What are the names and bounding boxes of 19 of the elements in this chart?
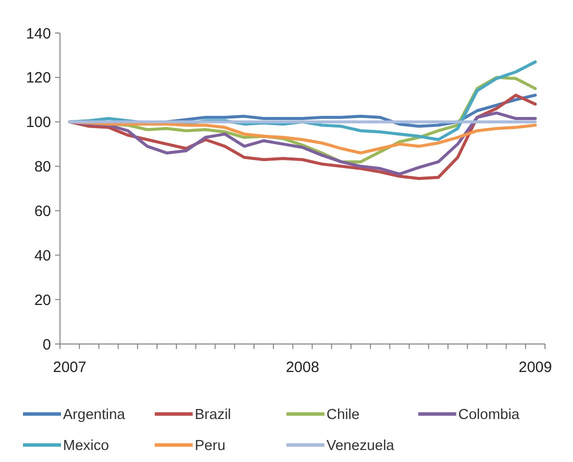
legend-label: Argentina: [63, 407, 126, 424]
legend-label: Peru: [194, 438, 226, 454]
y-tick-label: 140: [26, 25, 51, 42]
y-tick-label: 20: [34, 292, 51, 309]
x-tick-label: 2009: [518, 359, 552, 376]
line-series: [68, 120, 537, 154]
legend-label: Chile: [326, 407, 360, 424]
legend-label: Mexico: [63, 438, 109, 454]
x-tick-label: 2007: [53, 359, 86, 376]
y-tick-label: 0: [42, 336, 51, 354]
y-tick-label: 40: [34, 247, 51, 264]
y-tick-label: 100: [26, 114, 51, 132]
x-tick-label: 2008: [286, 359, 320, 376]
legend-label: Venezuela: [326, 438, 396, 454]
legend-label: Colombia: [458, 407, 520, 424]
y-tick-label: 80: [34, 158, 51, 176]
y-tick-label: 60: [34, 202, 51, 220]
y-tick-label: 120: [26, 70, 51, 87]
legend-label: Brazil: [194, 407, 232, 424]
